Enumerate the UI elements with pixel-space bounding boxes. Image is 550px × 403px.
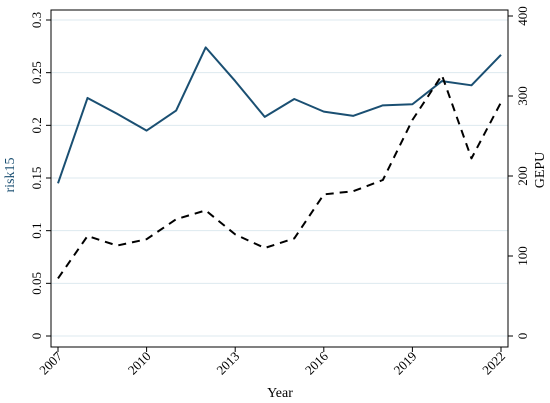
right-tick-label-1: 100: [515, 246, 530, 266]
risk15-series-line: [57, 46, 502, 184]
left-tick-label-5: 0.25: [29, 61, 44, 84]
left-tick-label-4: 0.2: [29, 117, 44, 133]
left-tick-label-2: 0.1: [29, 223, 44, 239]
series-layer: [57, 46, 502, 279]
right-y-axis: 0 100 200 300 400: [508, 6, 530, 339]
x-axis-title: Year: [267, 386, 293, 401]
x-tick-label-2: 2013: [213, 349, 242, 378]
right-axis-title: GEPU: [533, 152, 548, 189]
left-tick-label-1: 0.05: [29, 272, 44, 295]
left-tick-label-0: 0: [29, 333, 44, 340]
right-tick-label-2: 200: [515, 166, 530, 186]
right-tick-label-3: 300: [515, 86, 530, 106]
gridlines: [51, 19, 508, 337]
left-tick-label-6: 0.3: [29, 12, 44, 28]
right-tick-label-0: 0: [515, 333, 530, 340]
left-y-axis: 0 0.05 0.1 0.15 0.2 0.25 0.3: [29, 12, 51, 339]
left-tick-label-3: 0.15: [29, 167, 44, 190]
gepu-series-line: [57, 74, 502, 279]
right-tick-label-4: 400: [515, 6, 530, 26]
x-tick-label-1: 2010: [125, 349, 154, 378]
x-tick-label-5: 2022: [479, 349, 508, 378]
x-tick-label-4: 2019: [391, 349, 420, 378]
left-axis-title: risk15: [3, 158, 18, 193]
x-tick-label-3: 2016: [302, 348, 331, 377]
x-axis: 2007 2010 2013 2016 2019 2022: [36, 347, 508, 378]
x-tick-label-0: 2007: [36, 348, 65, 377]
